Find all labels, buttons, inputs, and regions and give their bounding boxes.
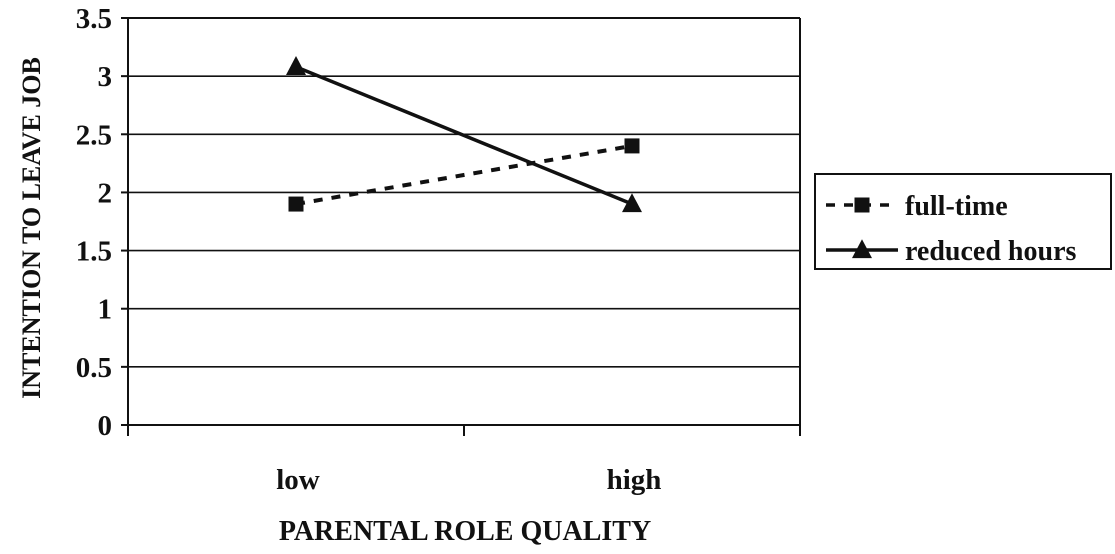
legend: full-time reduced hours [814, 173, 1112, 270]
data-point-square [288, 196, 304, 212]
y-tick-label: 1 [98, 294, 113, 326]
series-line-full-time [295, 143, 633, 207]
legend-marker-triangle [852, 239, 872, 259]
y-axis-title: INTENTION TO LEAVE JOB [17, 57, 46, 399]
y-tick-label: 0 [98, 410, 113, 442]
legend-marker-square [854, 197, 870, 213]
y-tick-label: 1.5 [76, 236, 112, 268]
y-tick-label: 0.5 [76, 352, 112, 384]
y-tick-label: 3.5 [76, 3, 112, 35]
legend-label: full-time [905, 191, 1008, 222]
data-point-triangle [622, 193, 642, 213]
gridlines [128, 75, 800, 368]
x-tick-label: low [276, 464, 320, 496]
legend-items: full-time reduced hours [826, 191, 1076, 267]
axes [121, 17, 801, 436]
y-tick-label: 2 [98, 177, 113, 209]
x-tick-labels: low high [276, 464, 661, 496]
x-tick-label: high [607, 464, 662, 496]
y-tick-labels: 0 0.5 1 1.5 2 2.5 3 3.5 [76, 3, 112, 442]
data-point-triangle [286, 56, 306, 75]
series-line-reduced-hours [295, 65, 633, 206]
y-tick-label: 3 [98, 61, 113, 93]
x-axis-title: PARENTAL ROLE QUALITY [279, 516, 651, 547]
series-lines [295, 65, 633, 207]
series-markers [286, 56, 642, 213]
data-point-square [624, 138, 640, 154]
legend-label: reduced hours [905, 236, 1076, 267]
y-tick-label: 2.5 [76, 119, 112, 151]
